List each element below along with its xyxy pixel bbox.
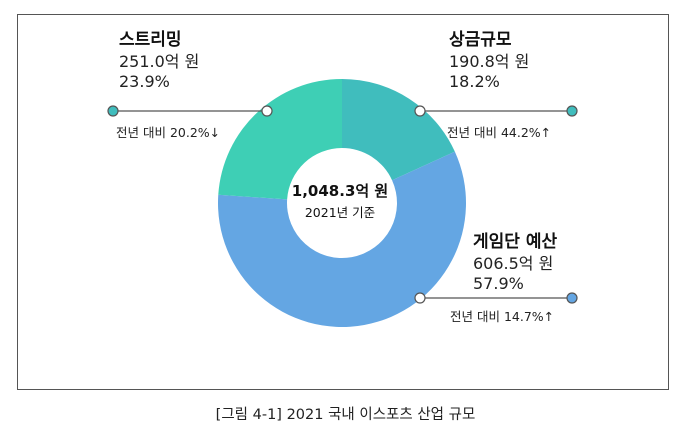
segment-name: 상금규모	[449, 30, 512, 50]
leader-anchor-streaming	[261, 105, 273, 117]
leader-end-streaming	[107, 105, 119, 117]
leader-anchor-team-budget	[414, 292, 426, 304]
segment-value: 251.0억 원	[119, 51, 200, 71]
leader-end-team-budget	[566, 292, 578, 304]
figure-caption: [그림 4-1] 2021 국내 이스포츠 산업 규모	[215, 407, 476, 423]
segment-name: 스트리밍	[119, 30, 182, 50]
yoy-streaming: 전년 대비 20.2%↓	[116, 125, 221, 140]
donut-slice-team-budget	[217, 151, 466, 327]
chart-frame	[17, 14, 669, 390]
label-streaming: 스트리밍 251.0억 원 23.9%	[119, 30, 199, 93]
donut-center: 1,048.3억 원 2021년 기준	[272, 180, 408, 221]
segment-percent: 18.2%	[449, 72, 500, 92]
leader-anchor-prize	[414, 105, 426, 117]
label-team-budget: 게임단 예산 606.5억 원 57.9%	[473, 232, 557, 295]
donut-slice-streaming	[218, 79, 342, 200]
segment-name: 게임단 예산	[473, 232, 558, 252]
leader-end-prize	[566, 105, 578, 117]
donut-slice-prize	[342, 79, 455, 181]
segment-percent: 23.9%	[119, 72, 170, 92]
yoy-prize: 전년 대비 44.2%↑	[447, 125, 552, 140]
yoy-team-budget: 전년 대비 14.7%↑	[450, 309, 555, 324]
total-value: 1,048.3억 원	[291, 182, 389, 200]
segment-value: 606.5억 원	[473, 253, 554, 273]
segment-percent: 57.9%	[473, 274, 524, 294]
basis-year: 2021년 기준	[304, 205, 376, 220]
label-prize: 상금규모 190.8억 원 18.2%	[449, 30, 529, 93]
segment-value: 190.8억 원	[449, 51, 530, 71]
